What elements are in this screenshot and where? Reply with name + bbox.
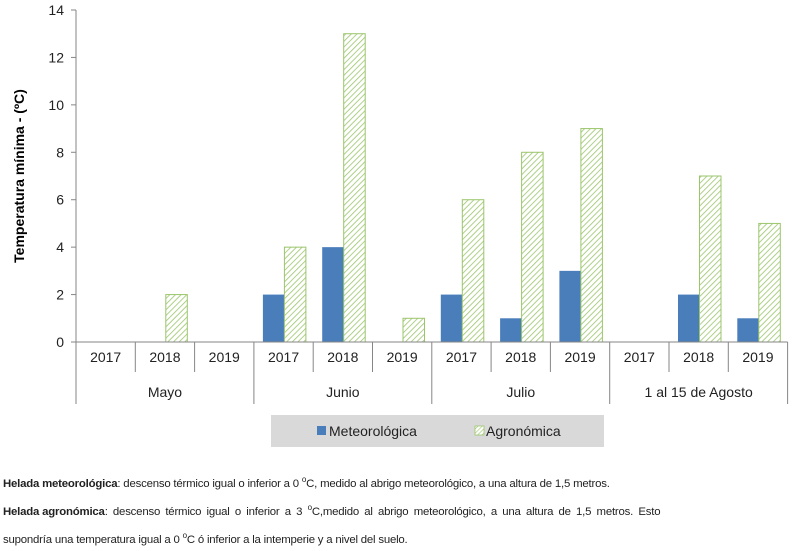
note-text: C,medido al abrigo meteorológico, a una …	[311, 505, 661, 518]
bar-meteorologica	[678, 294, 700, 342]
note-sep: :	[117, 477, 121, 490]
note-sep: :	[104, 505, 108, 518]
bar-agronomica	[699, 175, 722, 343]
group-label: 1 al 15 de Agosto	[645, 384, 753, 400]
bar-agronomica	[283, 246, 307, 343]
x-tick-label: 2017	[624, 349, 655, 365]
note-meteorologica: Helada meteorológica: descenso térmico i…	[3, 468, 798, 496]
note-term: Helada agronómica	[3, 505, 105, 518]
bar-meteorologica	[262, 294, 285, 342]
bar-meteorologica	[737, 318, 759, 342]
x-tick-label: 2017	[446, 349, 477, 365]
bar-agronomica	[343, 33, 366, 343]
x-tick-label: 2018	[505, 349, 536, 365]
bar-agronomica	[521, 151, 544, 343]
note-text: supondría una temperatura igual a 0	[3, 533, 183, 546]
y-axis-label: Temperatura mínima - (ºC)	[11, 89, 27, 263]
bar-agronomica	[758, 222, 781, 343]
degree-sign: o	[182, 530, 187, 540]
legend-swatch-meteorologica	[317, 426, 326, 435]
y-tick-label: 4	[56, 239, 64, 255]
y-tick-label: 2	[56, 287, 64, 303]
note-agronomica: Helada agronómica: descenso térmico igua…	[3, 496, 798, 524]
y-tick-label: 10	[48, 97, 64, 113]
note-text: C, medido al abrigo meteorológico, a una…	[306, 477, 610, 490]
x-tick-label: 2018	[327, 349, 358, 365]
y-tick-label: 12	[48, 49, 64, 65]
bar-agronomica	[580, 128, 603, 343]
definitions: Helada meteorológica: descenso térmico i…	[3, 468, 798, 551]
note-continuation: supondría una temperatura igual a 0 oC ó…	[3, 524, 798, 551]
x-tick-label: 2017	[90, 349, 121, 365]
group-label: Junio	[326, 384, 360, 400]
x-tick-label: 2019	[742, 349, 773, 365]
x-tick-label: 2017	[268, 349, 299, 365]
degree-sign: o	[307, 502, 312, 512]
bar-agronomica	[165, 294, 188, 343]
x-tick-label: 2018	[683, 349, 714, 365]
x-tick-label: 2019	[387, 349, 418, 365]
legend-label-meteorologica: Meteorológica	[329, 423, 417, 439]
bar-meteorologica	[500, 318, 522, 342]
note-text: descenso térmico igual o inferior a 3	[107, 505, 308, 518]
group-label: Julio	[506, 384, 535, 400]
bar-meteorologica	[440, 294, 463, 342]
bar-meteorologica	[322, 247, 344, 342]
bar-meteorologica	[559, 270, 581, 342]
y-tick-label: 0	[56, 334, 64, 350]
x-tick-label: 2018	[149, 349, 180, 365]
group-label: Mayo	[148, 384, 182, 400]
note-text: descenso térmico igual o inferior a 0	[120, 477, 302, 490]
bar-agronomica	[461, 199, 485, 343]
bar-agronomica	[402, 317, 425, 343]
legend-label-agronomica: Agronómica	[486, 423, 561, 439]
legend-swatch-agronomica	[474, 425, 485, 436]
y-tick-label: 8	[56, 144, 64, 160]
x-tick-label: 2019	[209, 349, 240, 365]
degree-sign: o	[301, 475, 307, 484]
y-tick-label: 14	[48, 2, 64, 18]
frost-bar-chart: Temperatura mínima - (ºC) 0 2 4 6 8 10 12 14 20…	[11, 2, 789, 447]
note-text: C ó inferior a la intemperie y a nivel d…	[186, 533, 408, 546]
legend: Meteorológica Agronómica	[271, 415, 604, 447]
note-term: Helada meteorológica	[3, 477, 118, 490]
y-tick-label: 6	[56, 192, 64, 208]
x-tick-label: 2019	[564, 349, 595, 365]
